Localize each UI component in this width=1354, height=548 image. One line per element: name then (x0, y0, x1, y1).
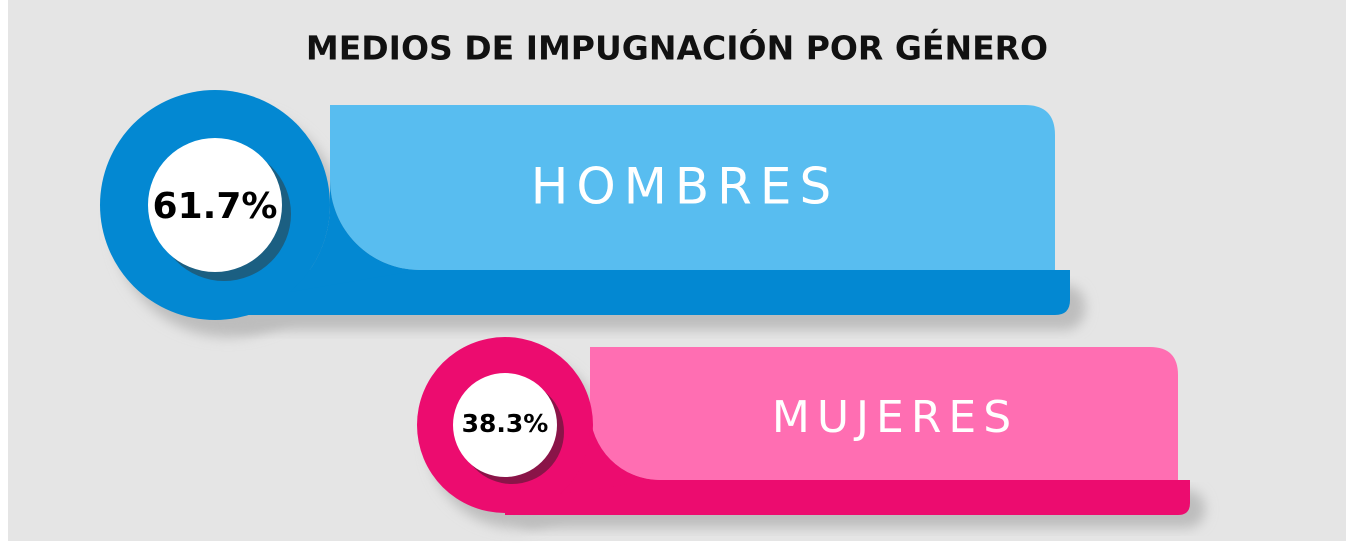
percent-circle (453, 373, 557, 477)
curve (290, 180, 420, 292)
mujeres-card: 38.3% MUJERES (417, 337, 1205, 528)
percent: 61.7% (153, 186, 278, 227)
strip (505, 480, 1190, 515)
label: MUJERES (772, 392, 1018, 443)
curve (560, 410, 660, 494)
percent-circle (148, 138, 282, 272)
label: HOMBRES (531, 158, 839, 216)
banner (555, 347, 1178, 480)
strip (215, 270, 1070, 315)
percent: 38.3% (462, 409, 549, 438)
banner (280, 105, 1055, 270)
title: MEDIOS DE IMPUGNACIÓN POR GÉNERO (306, 28, 1048, 68)
hombres-card: 61.7% HOMBRES (100, 90, 1085, 337)
